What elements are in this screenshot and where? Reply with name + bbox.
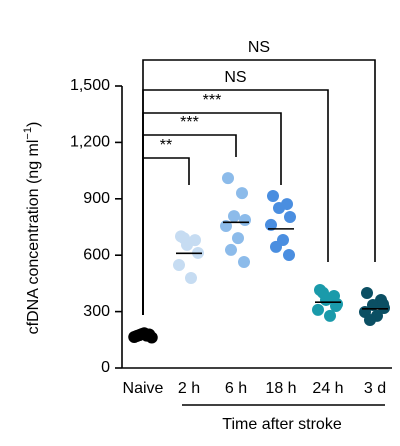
- data-point: [238, 255, 250, 268]
- data-point: [361, 286, 373, 299]
- significance-label: ***: [203, 92, 222, 109]
- y-tick-label: 1,200: [70, 134, 110, 151]
- significance-label: NS: [224, 69, 246, 86]
- y-tick-label: 300: [83, 303, 110, 320]
- significance-label: **: [160, 137, 172, 154]
- data-point: [239, 214, 251, 227]
- x-tick-label: 3 d: [364, 380, 386, 397]
- x-tick-label: 2 h: [178, 380, 200, 397]
- data-point: [312, 303, 324, 316]
- significance-bracket: [142, 89, 329, 315]
- data-point: [270, 240, 282, 253]
- y-label-text: cfDNA concentration (ng ml: [25, 140, 42, 335]
- data-point: [267, 189, 279, 202]
- data-point: [222, 172, 234, 185]
- x-tick-label: 6 h: [225, 380, 247, 397]
- data-point: [185, 271, 197, 284]
- y-axis-label: cfDNA concentration (ng ml−1): [22, 122, 42, 335]
- data-point: [265, 218, 277, 231]
- significance-label: NS: [248, 39, 270, 56]
- y-label-end: ): [25, 122, 42, 127]
- x-axis-label: Time after stroke: [222, 416, 342, 433]
- y-tick-label: 900: [83, 190, 110, 207]
- x-tick-label: 18 h: [265, 380, 296, 397]
- data-point: [232, 232, 244, 245]
- y-tick-label: 1,500: [70, 77, 110, 94]
- data-point: [225, 243, 237, 256]
- y-tick-label: 0: [101, 359, 110, 376]
- data-point: [283, 249, 295, 262]
- x-tick-label: Naive: [123, 380, 164, 397]
- x-tick-label: 24 h: [312, 380, 343, 397]
- data-point: [317, 286, 329, 299]
- significance-bracket: [142, 59, 376, 315]
- data-point: [324, 309, 336, 322]
- data-point: [377, 298, 389, 311]
- significance-label: ***: [180, 114, 199, 131]
- data-point: [364, 314, 376, 327]
- data-point: [145, 331, 158, 344]
- data-point: [228, 210, 240, 223]
- data-point: [178, 232, 190, 245]
- data-point: [236, 187, 248, 200]
- data-point: [284, 211, 296, 224]
- y-label-sup: −1: [22, 127, 34, 140]
- y-tick-label: 600: [83, 246, 110, 263]
- data-point: [273, 202, 285, 215]
- data-point: [173, 258, 185, 271]
